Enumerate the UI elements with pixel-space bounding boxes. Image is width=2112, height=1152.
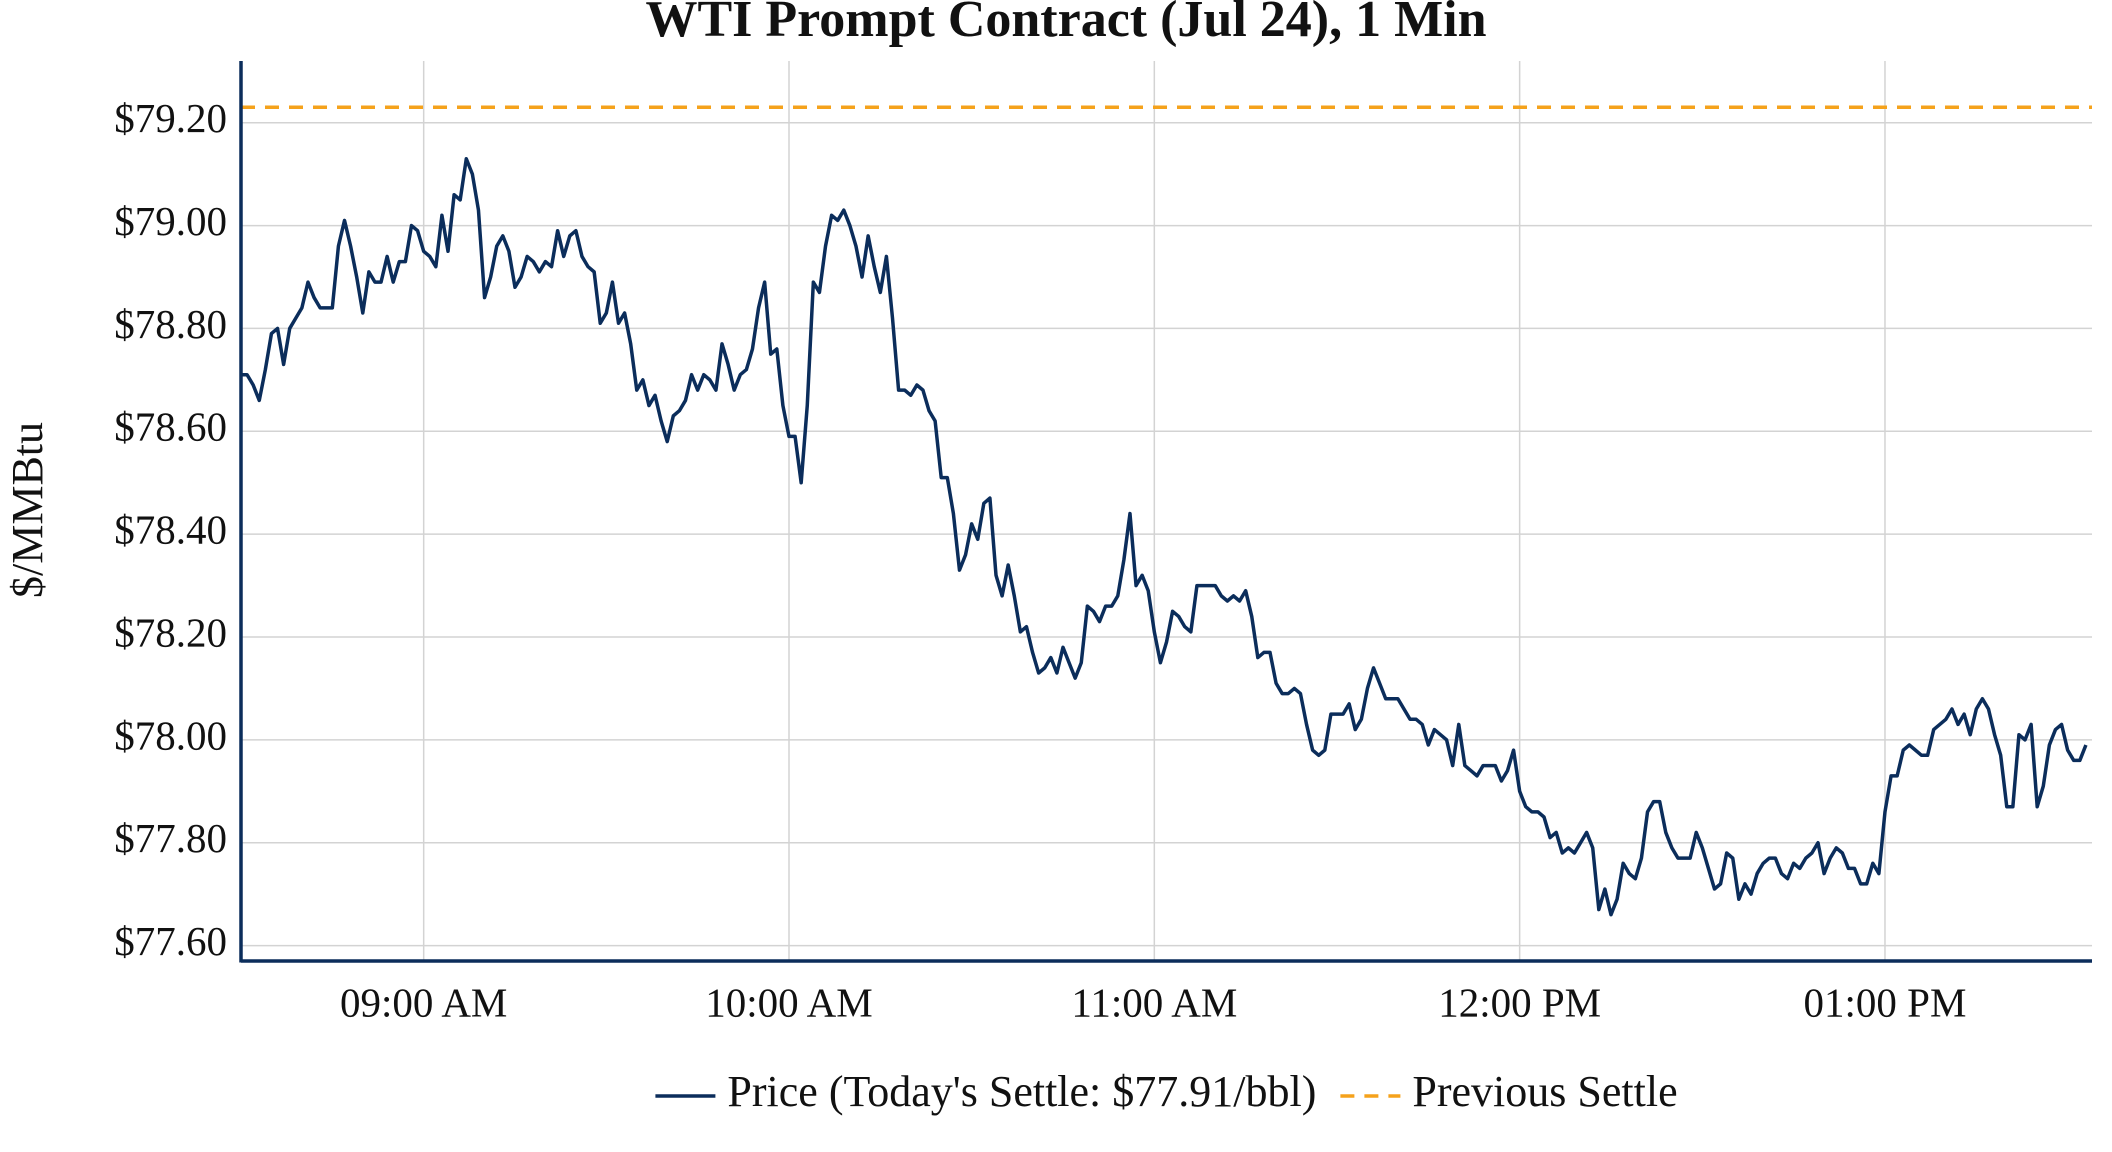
y-tick-label: $79.00 — [114, 198, 227, 244]
x-tick-label: 11:00 AM — [1071, 979, 1237, 1025]
price-line — [241, 156, 2088, 917]
x-tick-label: 12:00 PM — [1438, 979, 1601, 1025]
y-tick-label: $77.80 — [114, 815, 227, 861]
x-tick-label: 09:00 AM — [340, 979, 507, 1025]
y-tick-label: $79.20 — [114, 95, 227, 141]
y-tick-label: $78.20 — [114, 609, 227, 655]
legend-label: Previous Settle — [1412, 1067, 1677, 1116]
y-tick-label: $77.60 — [114, 918, 227, 964]
x-tick-label: 01:00 PM — [1804, 979, 1967, 1025]
chart-title: WTI Prompt Contract (Jul 24), 1 Min — [645, 0, 1486, 48]
y-tick-label: $78.80 — [114, 301, 227, 347]
y-tick-label: $78.60 — [114, 404, 227, 450]
x-tick-label: 10:00 AM — [705, 979, 872, 1025]
legend-label: Price (Today's Settle: $77.91/bbl) — [727, 1067, 1316, 1116]
y-tick-label: $78.00 — [114, 712, 227, 758]
y-tick-label: $78.40 — [114, 507, 227, 553]
y-axis-label: $/MMBtu — [3, 422, 52, 598]
